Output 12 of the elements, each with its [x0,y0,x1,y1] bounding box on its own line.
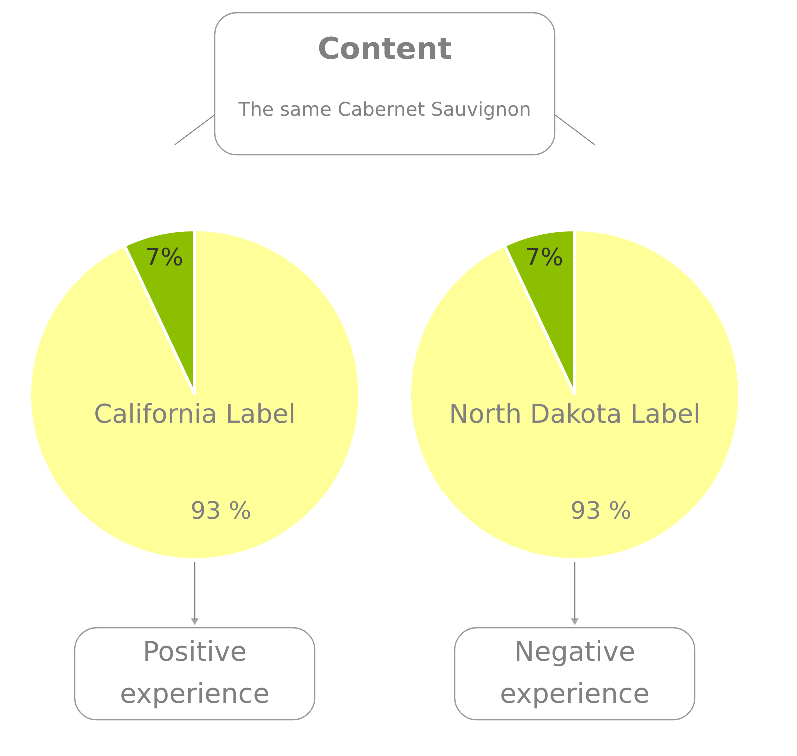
data-label: 93 % [570,497,632,526]
data-label: 7% [525,243,564,272]
pie-slice [28,228,362,562]
pie-slice [408,228,742,562]
text: Positive experience [120,637,270,710]
text: North Dakota Label [449,400,701,430]
text: California Label [94,400,296,430]
text: The same Cabernet Sauvignon [238,99,532,121]
text: Content [318,32,452,67]
data-label: 7% [145,243,184,272]
data-label: 93 % [190,497,252,526]
text: Negative experience [500,637,650,710]
